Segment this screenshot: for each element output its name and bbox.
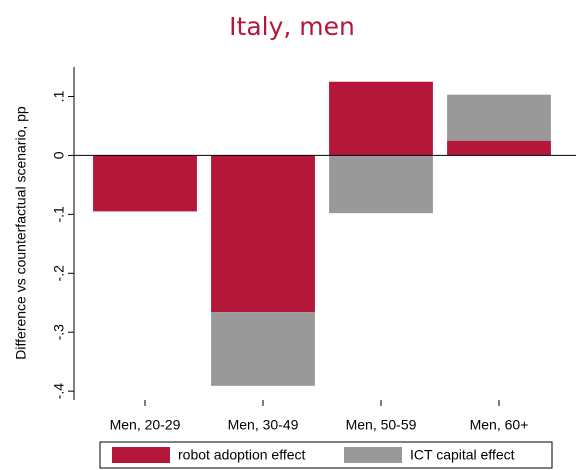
bar <box>447 140 551 156</box>
x-tick-label: Men, 50-59 <box>346 417 417 433</box>
legend-box <box>99 441 553 469</box>
x-tick-label: Men, 60+ <box>470 417 529 433</box>
y-tick-label: -.2 <box>51 265 67 282</box>
legend-label: robot adoption effect <box>178 447 306 463</box>
y-tick-label: -.1 <box>51 206 67 223</box>
bar <box>329 81 433 156</box>
chart-title: Italy, men <box>229 12 355 41</box>
x-tick-label: Men, 20-29 <box>110 417 181 433</box>
y-tick-label: -.3 <box>51 324 67 341</box>
bar <box>329 155 433 214</box>
legend-swatch <box>112 447 170 463</box>
bar <box>211 312 315 386</box>
y-axis-title: Difference vs counterfactual scenario, p… <box>13 106 29 360</box>
bar <box>211 155 315 313</box>
y-tick-label: 0 <box>51 151 67 159</box>
legend-label: ICT capital effect <box>410 447 515 463</box>
bar <box>447 94 551 141</box>
bar <box>93 155 197 212</box>
legend-swatch <box>344 447 402 463</box>
x-tick-label: Men, 30-49 <box>228 417 299 433</box>
y-tick-label: -.4 <box>51 383 67 400</box>
y-tick-label: .1 <box>51 90 67 102</box>
